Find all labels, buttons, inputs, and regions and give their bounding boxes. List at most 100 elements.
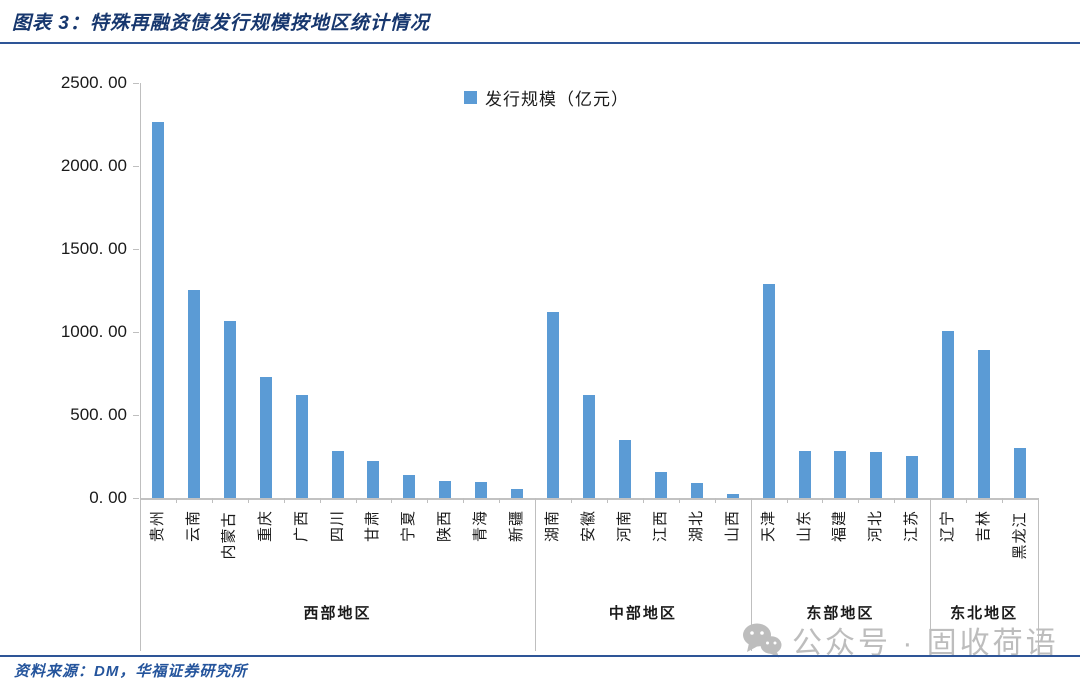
watermark-text: 公众号 · 固收荷语: [792, 627, 1059, 660]
x-axis-label-贵州: 贵州: [148, 509, 166, 542]
x-axis-label-山西: 山西: [723, 509, 741, 542]
bar-吉林: [978, 350, 991, 498]
bar-广西: [295, 395, 308, 498]
x-axis-tick-mark: [678, 498, 680, 503]
x-axis-label-陕西: 陕西: [436, 509, 454, 542]
x-axis-label-河南: 河南: [615, 509, 633, 542]
y-axis-tick-mark: [133, 166, 139, 167]
x-axis-label-新疆: 新疆: [508, 509, 526, 542]
x-axis-tick-mark: [211, 498, 213, 503]
x-axis-tick-mark: [355, 498, 357, 503]
y-axis-tick-label: 0. 00: [89, 488, 127, 507]
bar-河南: [618, 440, 631, 498]
footer-divider-line: [0, 655, 1080, 657]
x-axis-tick-mark: [858, 498, 860, 503]
bar-重庆: [259, 377, 272, 498]
x-axis-tick-mark: [714, 498, 716, 503]
bar-贵州: [151, 122, 164, 498]
bar-内蒙古: [223, 321, 236, 498]
x-axis-tick-mark: [247, 498, 249, 503]
bar-青海: [475, 482, 488, 498]
legend-label: 发行规模（亿元）: [485, 90, 629, 109]
group-divider-line: [1038, 498, 1039, 651]
x-axis-tick-mark: [606, 498, 608, 503]
x-axis-label-天津: 天津: [759, 509, 777, 542]
x-axis-label-吉林: 吉林: [975, 509, 993, 542]
bar-宁夏: [403, 475, 416, 498]
x-axis-tick-mark: [642, 498, 644, 503]
bar-江苏: [906, 456, 919, 498]
bar-黑龙江: [1014, 448, 1027, 498]
bar-云南: [187, 290, 200, 498]
x-axis-tick-mark: [319, 498, 321, 503]
x-axis-label-辽宁: 辽宁: [939, 509, 957, 542]
region-group-label: 中部地区: [608, 604, 677, 622]
y-axis-tick-mark: [133, 249, 139, 250]
y-axis-tick-mark: [133, 498, 139, 499]
y-axis-tick-label: 1000. 00: [60, 322, 127, 341]
title-divider-line: [0, 42, 1080, 44]
x-axis-label-江苏: 江苏: [903, 509, 921, 542]
figure-title: 图表 3：特殊再融资债发行规模按地区统计情况: [12, 13, 430, 34]
x-axis-tick-mark: [822, 498, 824, 503]
y-axis-tick-label: 500. 00: [70, 405, 127, 424]
x-axis-label-云南: 云南: [184, 509, 202, 542]
x-axis-tick-mark: [966, 498, 968, 503]
x-axis-tick-mark: [391, 498, 393, 503]
bar-河北: [870, 452, 883, 498]
x-axis-tick-mark: [571, 498, 573, 503]
region-group-label: 西部地区: [303, 604, 372, 622]
x-axis-label-黑龙江: 黑龙江: [1011, 510, 1029, 559]
bar-陕西: [439, 481, 452, 498]
x-axis-label-青海: 青海: [472, 509, 490, 542]
bar-湖北: [690, 483, 703, 498]
x-axis-tick-mark: [283, 498, 285, 503]
x-axis-label-内蒙古: 内蒙古: [220, 510, 238, 559]
region-group-label: 东部地区: [806, 604, 875, 622]
x-axis-label-河北: 河北: [867, 509, 885, 542]
y-axis-tick-label: 2500. 00: [60, 73, 127, 92]
wechat-icon: [743, 623, 782, 658]
group-divider-line: [140, 498, 141, 651]
region-group-label: 东北地区: [950, 604, 1019, 622]
group-divider-line: [930, 498, 932, 651]
source-note: 资料来源：DM，华福证券研究所: [14, 663, 248, 680]
x-axis-label-湖北: 湖北: [687, 509, 705, 542]
x-axis-label-宁夏: 宁夏: [400, 509, 418, 542]
x-axis-tick-mark: [463, 498, 465, 503]
bar-湖南: [547, 312, 560, 498]
y-axis-tick-mark: [133, 332, 139, 333]
bar-山西: [726, 494, 739, 498]
x-axis-tick-mark: [175, 498, 177, 503]
x-axis-label-广西: 广西: [292, 509, 310, 542]
plot-area: [140, 83, 1039, 500]
x-axis-label-江西: 江西: [651, 509, 669, 542]
group-divider-line: [750, 498, 752, 651]
bar-新疆: [511, 489, 524, 498]
bar-江西: [654, 472, 667, 498]
legend-swatch-icon: [464, 91, 477, 104]
bar-福建: [834, 451, 847, 498]
bar-甘肃: [367, 461, 380, 498]
x-axis-tick-mark: [499, 498, 501, 503]
x-axis-label-四川: 四川: [328, 509, 346, 542]
chart-legend: 发行规模（亿元）: [464, 85, 629, 110]
x-axis-tick-mark: [786, 498, 788, 503]
x-axis-label-甘肃: 甘肃: [364, 509, 382, 542]
bar-四川: [331, 451, 344, 498]
y-axis-tick-mark: [133, 415, 139, 416]
bar-安徽: [583, 395, 595, 498]
y-axis-tick-mark: [133, 83, 139, 84]
y-axis-tick-label: 1500. 00: [60, 239, 127, 258]
group-divider-line: [535, 498, 537, 651]
x-axis-tick-mark: [1002, 498, 1004, 503]
bar-天津: [762, 284, 775, 498]
y-axis-tick-label: 2000. 00: [60, 156, 127, 175]
x-axis-tick-mark: [427, 498, 429, 503]
x-axis-label-湖南: 湖南: [544, 509, 562, 542]
x-axis-label-福建: 福建: [831, 509, 849, 542]
bar-辽宁: [942, 331, 955, 498]
bar-山东: [798, 451, 811, 498]
x-axis-label-山东: 山东: [795, 509, 813, 542]
